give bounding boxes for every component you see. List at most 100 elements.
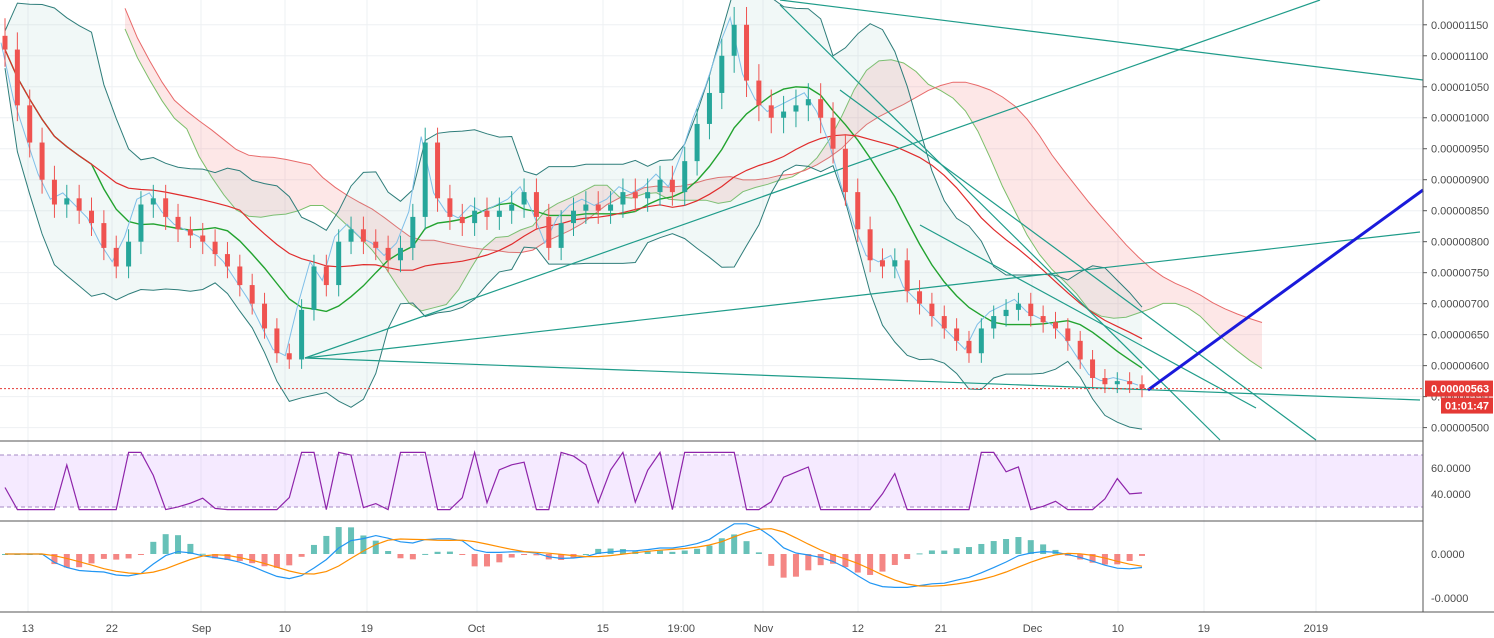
candle-body — [113, 247, 119, 267]
candle-body — [892, 260, 898, 267]
candle-body — [138, 204, 144, 242]
macd-histogram-bar — [619, 549, 626, 554]
candle-body — [571, 210, 576, 224]
macd-histogram-bar — [175, 535, 182, 554]
candle-body — [657, 179, 663, 193]
candle-body — [818, 99, 824, 118]
macd-histogram-bar — [51, 554, 58, 565]
time-tick-label: 19:00 — [668, 623, 696, 635]
time-tick-label: 10 — [1112, 623, 1124, 635]
candle-body — [805, 99, 811, 106]
candle-body — [422, 142, 428, 217]
candle-body — [484, 210, 490, 217]
current-price-tag — [1425, 380, 1493, 397]
macd-histogram-bar — [113, 554, 120, 560]
macd-histogram-bar — [249, 554, 256, 564]
candle-body — [744, 24, 750, 81]
candle-body — [348, 229, 354, 242]
macd-histogram-bar — [360, 535, 367, 554]
candle-body — [1090, 359, 1096, 379]
candle-body — [608, 204, 614, 211]
macd-histogram-bar — [385, 551, 392, 554]
macd-histogram-bar — [953, 548, 960, 554]
price-tick-label: 0.00001050 — [1431, 82, 1489, 94]
macd-histogram-bar — [879, 554, 886, 572]
rsi-band — [0, 455, 1423, 507]
candle-body — [360, 229, 366, 242]
macd-histogram-bar — [76, 554, 83, 568]
macd-histogram-bar — [1101, 554, 1108, 565]
candle-body — [39, 142, 45, 180]
macd-histogram-bar — [657, 550, 664, 554]
candle-body — [620, 192, 626, 205]
macd-histogram-bar — [978, 543, 985, 554]
time-tick-label: Nov — [754, 623, 774, 635]
macd-histogram-bar — [731, 534, 738, 554]
price-tick-label: 0.00000600 — [1431, 361, 1489, 373]
candle-body — [14, 49, 20, 106]
macd-histogram-bar — [582, 554, 589, 555]
macd-tick-label: 0.0000 — [1431, 549, 1465, 561]
candle-body — [830, 117, 836, 149]
candle-body — [669, 179, 675, 193]
time-tick-label: 2019 — [1304, 623, 1328, 635]
macd-histogram-bar — [607, 548, 614, 554]
candle-body — [583, 204, 589, 211]
candle-body — [163, 198, 169, 217]
candle-body — [200, 235, 206, 242]
macd-tick-label: -0.0000 — [1431, 593, 1468, 605]
macd-histogram-bar — [335, 527, 342, 554]
trend-line — [839, 89, 1317, 441]
candle-body — [224, 254, 230, 267]
macd-histogram-bar — [273, 554, 280, 568]
candle-body — [719, 55, 725, 93]
time-tick-label: 12 — [852, 623, 864, 635]
price-tick-label: 0.00001100 — [1431, 51, 1488, 63]
candle-body — [904, 260, 910, 292]
candle-body — [954, 328, 960, 341]
candle-body — [496, 210, 502, 217]
candle-body — [595, 204, 601, 211]
macd-histogram-bar — [595, 548, 602, 554]
macd-histogram-bar — [916, 553, 923, 555]
macd-histogram-bar — [471, 554, 478, 567]
macd-histogram-bar — [941, 550, 948, 554]
macd-histogram-bar — [286, 554, 293, 566]
candle-body — [645, 192, 651, 199]
candle-body — [546, 216, 552, 248]
candle-body — [274, 328, 280, 354]
macd-histogram-bar — [1040, 544, 1047, 554]
macd-histogram-bar — [681, 550, 688, 554]
candle-body — [64, 198, 70, 205]
candle-body — [1102, 378, 1108, 385]
time-tick-label: 13 — [22, 623, 34, 635]
trend-line — [304, 0, 1321, 359]
macd-histogram-bar — [199, 553, 206, 555]
candle-body — [336, 241, 342, 286]
macd-histogram-bar — [867, 554, 874, 575]
candle-body — [632, 192, 638, 199]
time-tick-label: 15 — [597, 623, 609, 635]
candle-body — [237, 266, 243, 286]
macd-histogram-bar — [706, 545, 713, 554]
candle-body — [941, 316, 947, 329]
current-price-value: 0.00000563 — [1431, 384, 1489, 396]
macd-histogram-bar — [446, 551, 453, 554]
trend-line — [779, 4, 1221, 441]
time-tick-label: 22 — [106, 623, 118, 635]
time-tick-label: Oct — [468, 623, 485, 635]
macd-histogram-bar — [743, 541, 750, 554]
macd-histogram-bar — [1114, 554, 1121, 565]
candle-body — [373, 241, 379, 248]
macd-histogram-bar — [904, 554, 911, 560]
candle-body — [781, 111, 787, 118]
macd-histogram-bar — [521, 554, 528, 555]
countdown-tag — [1441, 397, 1493, 414]
price-tick-label: 0.00000750 — [1431, 268, 1489, 280]
macd-histogram-bar — [63, 554, 70, 568]
macd-histogram-bar — [459, 554, 466, 555]
trend-line — [919, 224, 1257, 409]
macd-histogram-bar — [1089, 554, 1096, 563]
